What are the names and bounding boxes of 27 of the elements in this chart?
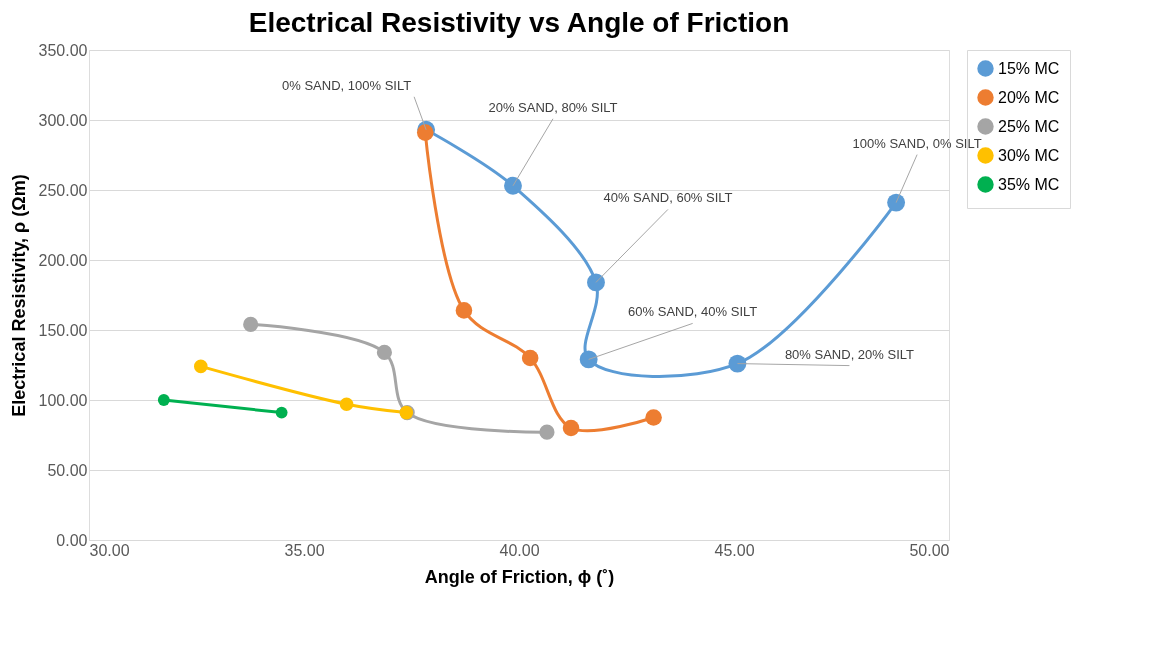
y-axis-title: Electrical Resistivity, ρ (Ωm): [8, 174, 29, 417]
x-tick-label: 30.00: [89, 541, 130, 559]
y-tick-label: 0.00: [56, 531, 88, 549]
legend-label: 20% MC: [998, 88, 1060, 106]
y-tick-label: 100.00: [38, 391, 88, 409]
y-tick-label: 150.00: [38, 321, 88, 339]
legend-label: 35% MC: [998, 175, 1060, 193]
y-tick-label: 250.00: [38, 181, 88, 199]
y-tick-label: 350.00: [38, 41, 88, 59]
y-tick-label: 300.00: [38, 111, 88, 129]
y-tick-label: 200.00: [38, 251, 88, 269]
legend-label: 15% MC: [998, 59, 1060, 77]
annotation: 60% SAND, 40% SILT: [628, 304, 758, 320]
legend-label: 30% MC: [998, 146, 1060, 164]
x-tick-label: 45.00: [714, 541, 755, 559]
annotation: 0% SAND, 100% SILT: [282, 77, 412, 93]
y-tick-label: 50.00: [47, 461, 88, 479]
chart-title: Electrical Resistivity vs Angle of Friction: [248, 7, 790, 38]
legend-label: 25% MC: [998, 117, 1060, 135]
annotation: 20% SAND, 80% SILT: [488, 99, 618, 115]
annotation: 100% SAND, 0% SILT: [852, 135, 982, 151]
x-tick-label: 35.00: [284, 541, 325, 559]
x-tick-label: 40.00: [499, 541, 540, 559]
x-tick-label: 50.00: [909, 541, 950, 559]
annotation: 40% SAND, 60% SILT: [603, 190, 733, 206]
annotation: 80% SAND, 20% SILT: [784, 346, 915, 362]
x-axis-title: Angle of Friction, ϕ (˚): [424, 566, 615, 587]
